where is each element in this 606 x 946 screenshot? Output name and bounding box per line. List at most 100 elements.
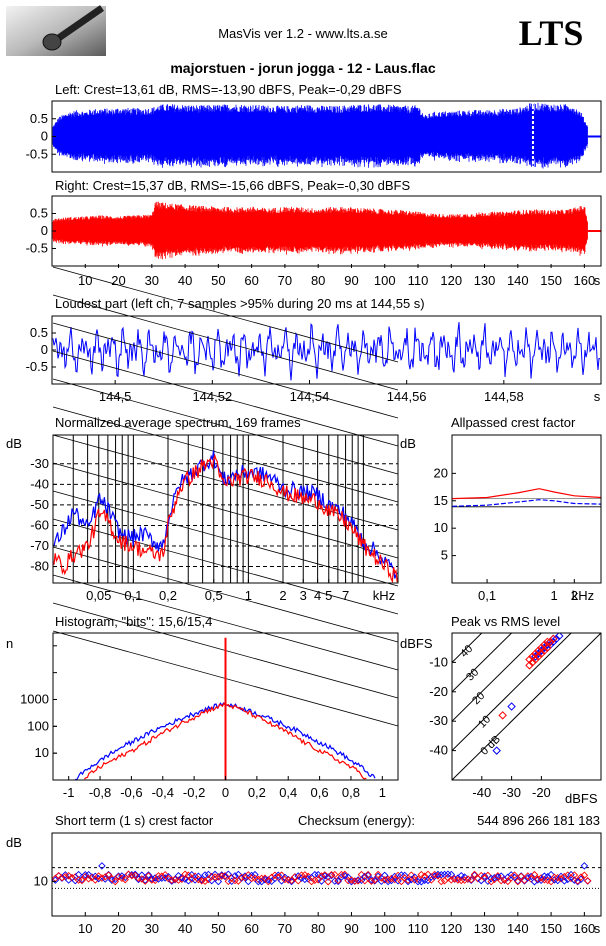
short-crest-point [151, 876, 159, 885]
right-waveform-x-tick-label: 20 [111, 273, 125, 288]
short-crest-point [583, 877, 592, 885]
short-crest-points [51, 862, 592, 886]
histogram-x-tick-label: 1 [379, 785, 386, 800]
peak-rms-frame [451, 632, 602, 781]
spectrum-x-tick-label: 0,05 [86, 588, 111, 603]
crest-diagonal [452, 633, 601, 780]
short-crest-point [557, 875, 565, 883]
short-crest-point [287, 877, 296, 886]
histogram-tick-label: 10 [35, 745, 49, 760]
peak-rms-point [537, 643, 546, 652]
short-crest-point [94, 872, 103, 880]
short-crest-x-tick-label: 80 [311, 921, 325, 936]
right-waveform-x-tick-label: 50 [211, 273, 225, 288]
peak-rms-point [507, 702, 516, 711]
short-crest-point [181, 870, 189, 878]
spectrum-slope-line [52, 378, 399, 475]
short-crest-point [221, 872, 229, 880]
short-crest-point [321, 871, 329, 879]
right-waveform-x-tick-label: 30 [145, 273, 159, 288]
crest-x-tick-label: 0,1 [478, 588, 496, 603]
spectrum-series-0 [53, 450, 398, 579]
short-crest-point [361, 872, 369, 881]
short-crest-point [334, 877, 342, 886]
short-crest-point [64, 871, 73, 880]
short-crest-point [168, 877, 176, 885]
short-crest-point [84, 874, 93, 883]
loudest-part-title: Loudest part (left ch, 7 samples >95% du… [55, 296, 425, 311]
short-crest-point [277, 877, 286, 885]
short-crest-point [301, 871, 309, 879]
short-crest-point [534, 875, 542, 883]
loudest-x-unit-label: s [594, 389, 601, 404]
spectrum-tick-label: -40 [30, 476, 49, 491]
crest-diagonal [452, 633, 483, 664]
lts-logo-text: LTS [519, 13, 584, 53]
peak-rms-tick-label: -30 [429, 713, 448, 728]
crest-tick-label: 20 [434, 465, 448, 480]
right-waveform-x-tick-label: 60 [244, 273, 258, 288]
spectrum-x-unit-label: kHz [373, 588, 395, 603]
spectrum-tick-label: -70 [30, 538, 49, 553]
peak-rms-point [525, 655, 534, 664]
short-crest-point [524, 874, 532, 882]
peak-rms-x-tick-label: -40 [472, 785, 491, 800]
histogram-title: Histogram, "bits": 15,6/15,4 [55, 614, 212, 629]
short-crest-point [78, 876, 86, 885]
short-crest-x-tick-label: 130 [474, 921, 496, 936]
peak-rms-point [555, 633, 564, 641]
spectrum-x-tick-label: 0,1 [124, 588, 142, 603]
peak-rms-point [534, 652, 543, 661]
crest-diagonal-label: 40 [458, 643, 475, 660]
short-crest-point [331, 870, 339, 879]
spectrum-x-tick-label: 0,5 [205, 588, 223, 603]
crest-title: Allpassed crest factor [451, 415, 576, 430]
short-crest-point [118, 872, 126, 880]
short-crest-x-tick-label: 140 [507, 921, 529, 936]
spectrum-tick-label: -60 [30, 517, 49, 532]
crest-series-0 [451, 488, 602, 500]
right-waveform-x-tick-label: 150 [540, 273, 562, 288]
loudest-x-tick-label: 144,52 [192, 389, 232, 404]
right-waveform-x-tick-label: 120 [440, 273, 462, 288]
histogram-x-tick-label: 0 [222, 785, 229, 800]
histogram-x-tick-label: 0,6 [311, 785, 329, 800]
loudest-tick-label: -0.5 [26, 359, 48, 374]
spectrum-tick-label: -30 [30, 456, 49, 471]
spectrum-x-tick-label: 1 [245, 588, 252, 603]
short-crest-tick-label: 10 [34, 873, 48, 888]
short-crest-point [184, 876, 193, 885]
short-crest-point [161, 871, 169, 879]
crest-diagonal [452, 633, 513, 693]
short-crest-point [327, 871, 336, 880]
peak-rms-point [531, 649, 540, 658]
short-crest-point [480, 872, 489, 881]
short-crest-point [141, 877, 149, 885]
spectrum-ylabel: dB [6, 436, 22, 451]
crest-diagonal-label: 20 [470, 690, 487, 707]
short-crest-point [494, 873, 502, 881]
short-crest-point [144, 871, 153, 879]
short-crest-point [497, 872, 505, 880]
short-crest-x-tick-label: 20 [111, 921, 125, 936]
right-waveform-x-tick-label: 140 [507, 273, 529, 288]
short-crest-point [98, 874, 106, 882]
histogram-tick-label: 1000 [20, 691, 49, 706]
crest-diagonal [452, 633, 543, 722]
track-title: majorstuen - jorun jogga - 12 - Laus.fla… [170, 60, 435, 76]
short-crest-point [307, 873, 316, 882]
short-crest-point [307, 877, 316, 886]
crest-tick-label: 5 [441, 548, 448, 563]
short-crest-point [577, 875, 585, 883]
short-crest-point [138, 875, 146, 883]
histogram-x-tick-label: -0,2 [183, 785, 205, 800]
app-title: MasVis ver 1.2 - www.lts.a.se [218, 26, 388, 41]
right-waveform-title: Right: Crest=15,37 dB, RMS=-15,66 dBFS, … [55, 178, 410, 193]
short-crest-point [467, 875, 475, 884]
peak-rms-point [492, 746, 501, 755]
short-crest-point [460, 876, 469, 884]
short-crest-point [364, 870, 372, 879]
spectrum-slope-line [52, 462, 399, 559]
peak-rms-ylabel: dBFS [400, 636, 433, 651]
